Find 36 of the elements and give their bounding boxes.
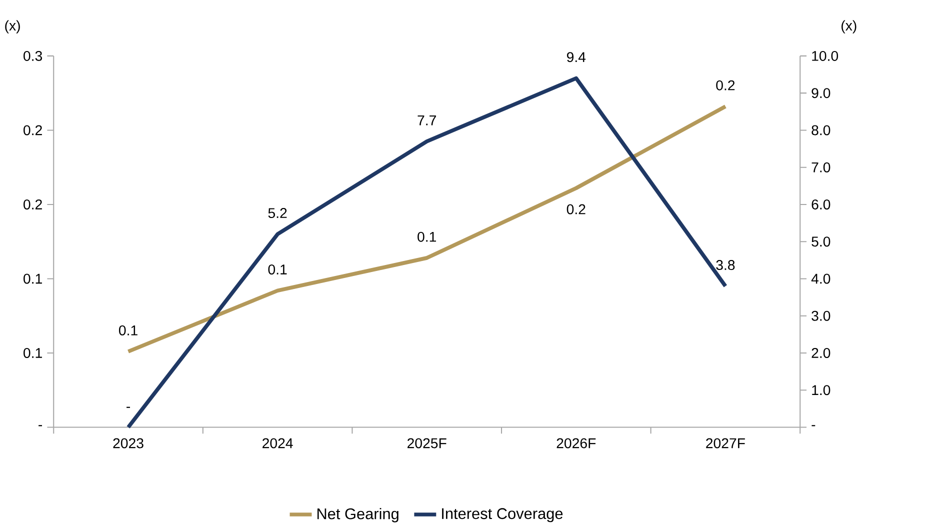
x-tick-label: 2026F — [556, 438, 596, 448]
y2-tick-label: 1.0 — [812, 385, 830, 396]
legend-label: Net Gearing — [317, 508, 398, 522]
y-tick-label: - — [38, 424, 42, 426]
x-tick-label: 2024 — [262, 438, 293, 448]
y-axis-title: (x) — [5, 20, 20, 34]
data-label: 9.4 — [566, 52, 586, 62]
data-label: 0.1 — [268, 264, 287, 274]
y2-tick-label: 6.0 — [812, 199, 830, 210]
y2-tick-label: 5.0 — [812, 236, 830, 247]
data-label: 7.7 — [418, 115, 436, 126]
y2-tick-label: - — [812, 424, 816, 426]
y2-tick-label: 7.0 — [812, 162, 830, 172]
y2-axis-title: (x) — [842, 20, 856, 34]
data-label: 3.8 — [716, 260, 735, 270]
y2-tick-label: 3.0 — [812, 310, 830, 321]
data-label: 0.1 — [118, 325, 138, 336]
x-tick-label: 2025F — [408, 438, 446, 448]
data-label: 0.1 — [418, 232, 436, 242]
y-tick-label: 0.2 — [24, 125, 42, 136]
legend-label: Interest Coverage — [442, 508, 563, 522]
y2-tick-label: 10.0 — [812, 50, 838, 61]
y-tick-label: 0.2 — [24, 199, 42, 210]
data-label: 0.2 — [566, 204, 586, 214]
x-tick-label: 2027F — [706, 438, 745, 448]
y2-tick-label: 8.0 — [812, 125, 830, 136]
data-label: 5.2 — [268, 208, 287, 218]
y2-tick-label: 9.0 — [812, 88, 830, 98]
x-tick-label: 2023 — [113, 438, 144, 448]
y2-tick-label: 2.0 — [812, 348, 830, 358]
y-tick-label: 0.1 — [24, 274, 42, 284]
data-label: - — [126, 406, 130, 408]
y-tick-label: 0.1 — [24, 348, 42, 358]
data-label: 0.2 — [716, 80, 735, 90]
y-tick-label: 0.3 — [24, 50, 42, 61]
y2-tick-label: 4.0 — [811, 274, 830, 284]
